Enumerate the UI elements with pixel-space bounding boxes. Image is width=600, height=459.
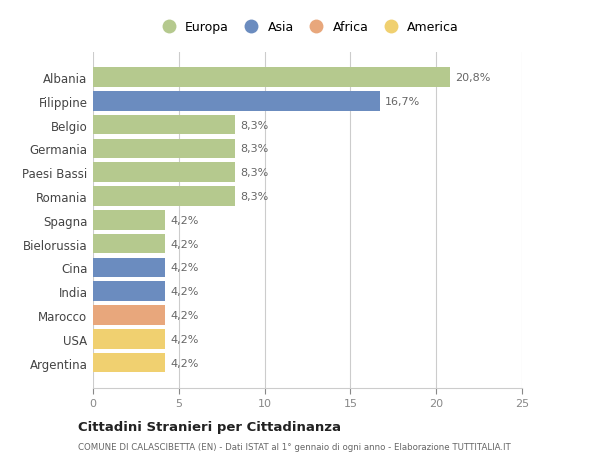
Text: 8,3%: 8,3% [241,144,269,154]
Bar [93,353,165,373]
Text: 4,2%: 4,2% [170,334,199,344]
Text: 16,7%: 16,7% [385,96,420,106]
Legend: Europa, Asia, Africa, America: Europa, Asia, Africa, America [154,19,461,37]
Text: 8,3%: 8,3% [241,168,269,178]
Bar [93,68,450,88]
Text: 8,3%: 8,3% [241,191,269,202]
Text: 4,2%: 4,2% [170,358,199,368]
Bar [93,116,235,135]
Text: 4,2%: 4,2% [170,263,199,273]
Bar [93,163,235,183]
Text: COMUNE DI CALASCIBETTA (EN) - Dati ISTAT al 1° gennaio di ogni anno - Elaborazio: COMUNE DI CALASCIBETTA (EN) - Dati ISTAT… [78,442,511,451]
Text: 4,2%: 4,2% [170,215,199,225]
Text: 4,2%: 4,2% [170,310,199,320]
Bar [93,139,235,159]
Text: 8,3%: 8,3% [241,120,269,130]
Bar [93,258,165,278]
Text: 20,8%: 20,8% [455,73,490,83]
Bar [93,330,165,349]
Bar [93,282,165,302]
Bar [93,187,235,206]
Bar [93,92,380,111]
Text: 4,2%: 4,2% [170,239,199,249]
Bar [93,211,165,230]
Text: 4,2%: 4,2% [170,286,199,297]
Text: Cittadini Stranieri per Cittadinanza: Cittadini Stranieri per Cittadinanza [78,420,341,433]
Bar [93,235,165,254]
Bar [93,306,165,325]
